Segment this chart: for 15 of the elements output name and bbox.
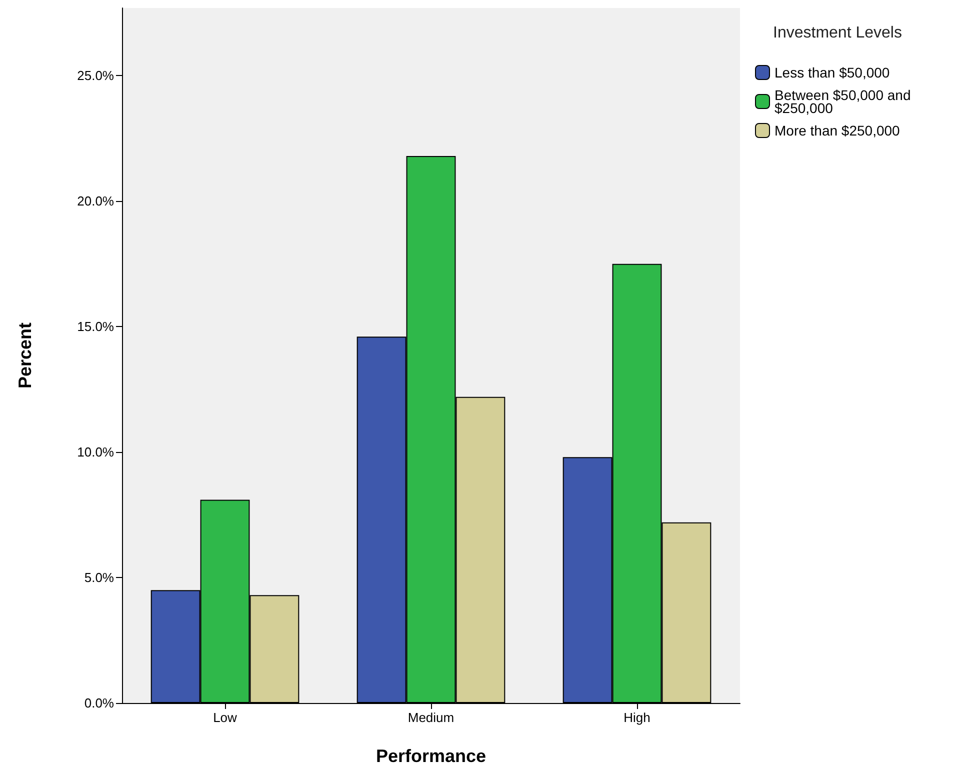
y-axis-title: Percent: [15, 322, 35, 389]
y-tick-label: 10.0%: [77, 444, 114, 460]
x-tick-label: High: [624, 710, 650, 725]
y-tick-label: 0.0%: [84, 696, 114, 710]
legend-title: Investment Levels: [773, 24, 902, 42]
legend-label: More than $250,000: [774, 122, 900, 138]
legend-label: Between $50,000 and $250,000: [774, 87, 911, 116]
y-tick-label: 20.0%: [77, 194, 114, 209]
x-axis-title: Performance: [376, 746, 486, 766]
y-tick-label: 25.0%: [77, 68, 114, 84]
x-tick-label: Medium: [408, 710, 454, 725]
legend-label: Less than $50,000: [774, 64, 890, 80]
x-tick-label: Low: [213, 710, 238, 725]
y-tick-label: 15.0%: [77, 319, 114, 334]
y-tick-label: 5.0%: [84, 570, 114, 586]
